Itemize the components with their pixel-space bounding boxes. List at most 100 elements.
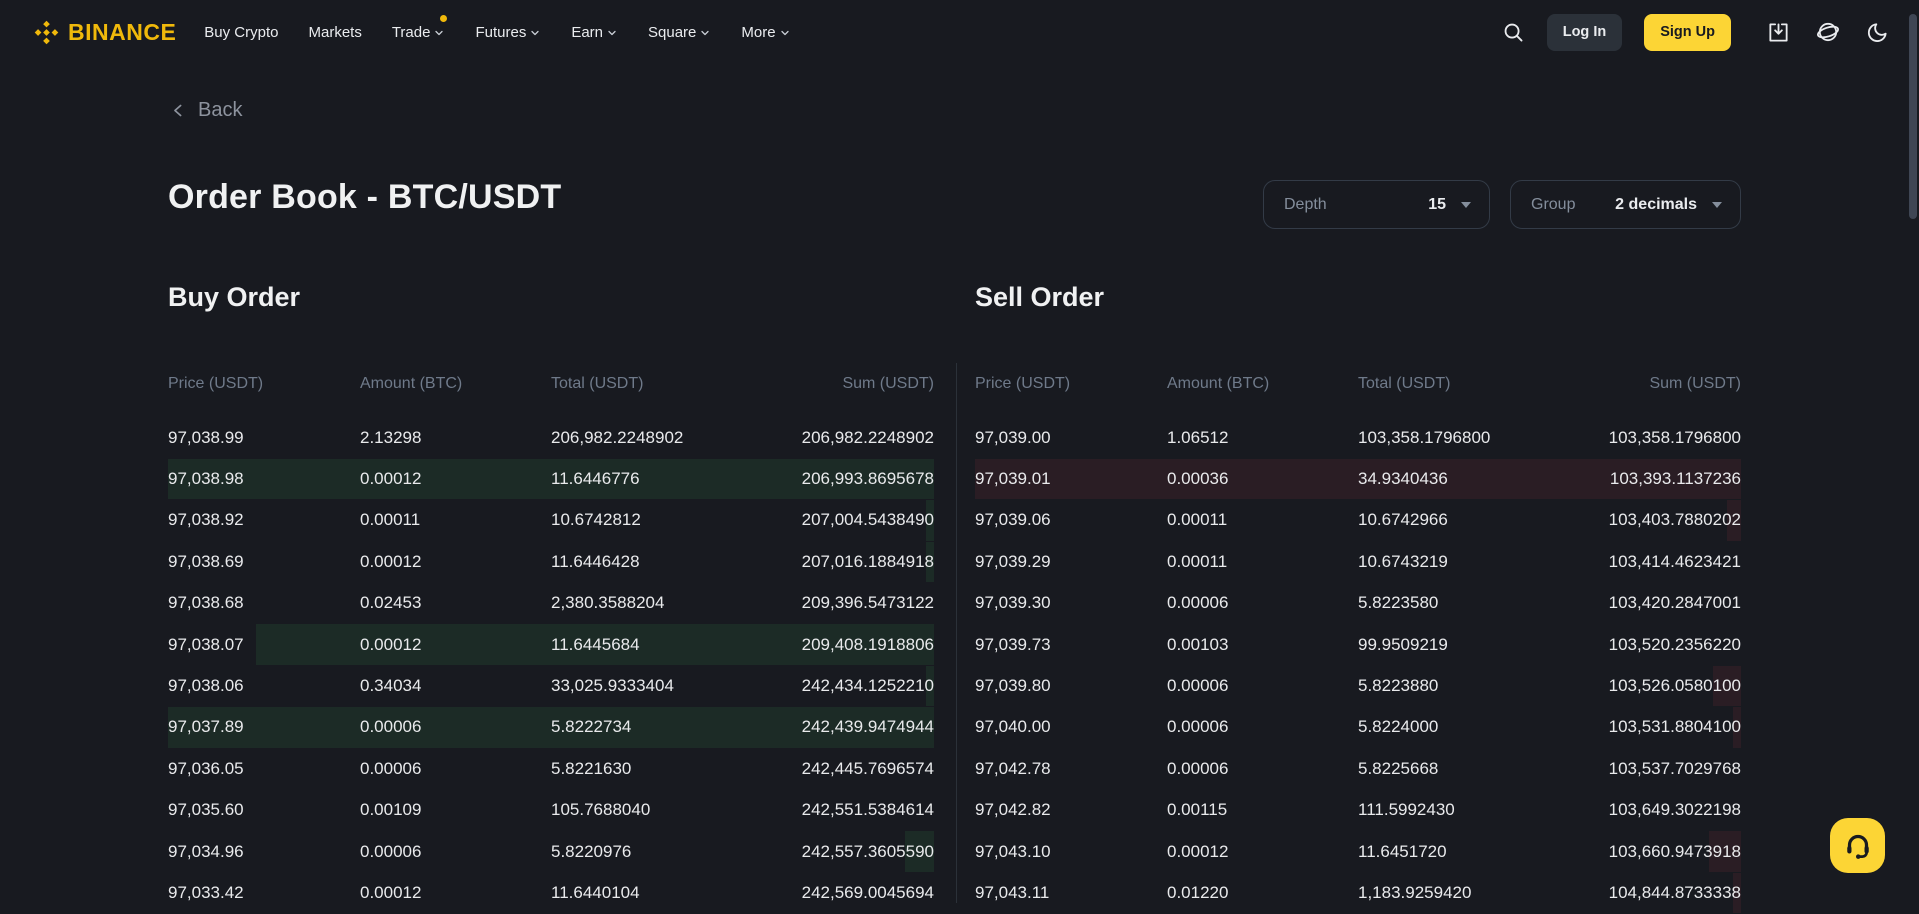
buy-order-row: 97,035.60 0.00109 105.7688040 242,551.53846… (168, 790, 934, 831)
buy-order-row: 97,036.05 0.00006 5.8221630 242,445.7696574 (168, 748, 934, 789)
chevron-down-icon (608, 30, 616, 36)
price-cell: 97,040.00 (975, 717, 1051, 737)
sell-table-rows: 97,039.00 1.06512 103,358.1796800 103,358.1… (975, 417, 1741, 914)
top-nav: BINANCE Buy Crypto Markets Trade Futures… (0, 0, 1919, 64)
total-cell: 11.6440104 (551, 882, 640, 902)
nav-item-label: Earn (571, 23, 604, 41)
headset-icon (1843, 831, 1873, 861)
sell-order-table: Price (USDT) Amount (BTC) Total (USDT) S… (975, 372, 1741, 914)
amount-cell: 0.00011 (1167, 551, 1228, 571)
sum-cell: 209,396.5473122 (801, 593, 934, 613)
group-select[interactable]: Group 2 decimals (1510, 180, 1741, 229)
back-link[interactable]: Back (170, 99, 242, 122)
sum-cell: 103,393.1137236 (1609, 469, 1741, 489)
amount-cell: 0.00012 (360, 469, 422, 489)
chevron-left-icon (174, 104, 182, 117)
sum-cell: 207,016.1884918 (801, 551, 934, 571)
price-cell: 97,038.99 (168, 427, 244, 447)
depth-value: 15 (1428, 195, 1446, 213)
amount-cell: 0.00006 (1167, 676, 1229, 696)
nav-item-label: Markets (308, 23, 362, 41)
total-header: Total (USDT) (551, 375, 644, 392)
nav-item-earn[interactable]: Earn (571, 24, 618, 41)
sell-order-row: 97,039.06 0.00011 10.6742966 103,403.788020… (975, 500, 1741, 541)
price-cell: 97,036.05 (168, 758, 244, 778)
sell-order-row: 97,039.80 0.00006 5.8223880 103,526.0580100 (975, 665, 1741, 707)
sum-cell: 242,551.5384614 (801, 800, 934, 820)
login-button[interactable]: Log In (1546, 13, 1623, 51)
price-cell: 97,038.68 (168, 593, 244, 613)
buy-order-row: 97,033.42 0.00012 11.6440104 242,569.004569… (168, 872, 934, 913)
download-app-icon[interactable] (1767, 21, 1790, 44)
amount-cell: 0.01220 (1167, 882, 1229, 902)
sum-cell: 209,408.1918806 (801, 634, 934, 654)
depth-bar (926, 541, 934, 583)
amount-cell: 0.34034 (360, 676, 422, 696)
nav-item-buy-crypto[interactable]: Buy Crypto (204, 24, 278, 41)
nav-item-label: More (741, 23, 776, 41)
total-cell: 2,380.3588204 (551, 593, 665, 613)
table-divider (956, 363, 957, 903)
sell-order-row: 97,039.29 0.00011 10.6743219 103,414.462342… (975, 541, 1741, 582)
depth-select[interactable]: Depth 15 (1263, 180, 1490, 229)
amount-cell: 0.00011 (360, 510, 421, 530)
chevron-down-icon (780, 30, 789, 36)
binance-diamond-icon (33, 19, 60, 46)
price-cell: 97,043.11 (975, 882, 1050, 902)
buy-order-row: 97,038.92 0.00011 10.6742812 207,004.543849… (168, 500, 934, 541)
price-cell: 97,043.10 (975, 841, 1051, 861)
total-cell: 33,025.9333404 (551, 676, 674, 696)
price-cell: 97,042.78 (975, 758, 1051, 778)
binance-logo[interactable]: BINANCE (33, 19, 176, 46)
search-icon[interactable] (1502, 21, 1525, 44)
depth-bar (975, 458, 1741, 500)
buy-order-row: 97,034.96 0.00006 5.8220976 242,557.3605590 (168, 831, 934, 872)
depth-bar (168, 707, 934, 748)
support-chat-button[interactable] (1830, 818, 1885, 873)
group-label: Group (1531, 195, 1576, 213)
nav-item-trade[interactable]: Trade (392, 14, 448, 41)
buy-order-row: 97,038.68 0.02453 2,380.3588204 209,396.547… (168, 583, 934, 624)
nav-item-square[interactable]: Square (648, 24, 711, 41)
total-cell: 5.8222734 (551, 717, 632, 737)
depth-bar (1712, 665, 1741, 707)
moon-icon[interactable] (1866, 21, 1889, 44)
notification-dot (440, 14, 448, 22)
amount-cell: 0.00103 (1167, 634, 1229, 654)
sum-cell: 103,660.9473918 (1608, 841, 1741, 861)
price-cell: 97,033.42 (168, 882, 244, 902)
depth-bar (1708, 831, 1741, 872)
sum-cell: 103,414.4623421 (1608, 551, 1741, 571)
amount-cell: 0.00012 (360, 882, 422, 902)
nav-icon-group (1767, 20, 1889, 44)
scrollbar-thumb[interactable] (1909, 14, 1917, 219)
nav-item-more[interactable]: More (741, 24, 790, 41)
price-cell: 97,034.96 (168, 841, 244, 861)
total-header: Total (USDT) (1358, 375, 1451, 392)
nav-item-futures[interactable]: Futures (475, 24, 541, 41)
amount-cell: 0.00006 (360, 841, 422, 861)
amount-header: Amount (BTC) (1167, 375, 1270, 392)
nav-item-label: Buy Crypto (204, 23, 279, 41)
amount-cell: 0.00011 (1167, 510, 1228, 530)
amount-cell: 1.06512 (1167, 427, 1229, 447)
sum-cell: 242,557.3605590 (801, 841, 934, 861)
buy-order-row: 97,037.89 0.00006 5.8222734 242,439.9474944 (168, 707, 934, 748)
total-cell: 10.6742812 (551, 510, 641, 530)
sum-cell: 103,531.8804100 (1608, 717, 1741, 737)
amount-cell: 0.00006 (1167, 593, 1229, 613)
nav-item-markets[interactable]: Markets (308, 24, 361, 41)
buy-order-row: 97,038.69 0.00012 11.6446428 207,016.188491… (168, 541, 934, 583)
signup-button[interactable]: Sign Up (1644, 13, 1731, 51)
globe-icon[interactable] (1816, 20, 1840, 44)
sum-cell: 242,439.9474944 (801, 717, 934, 737)
chevron-down-icon (531, 30, 539, 36)
total-cell: 105.7688040 (551, 800, 651, 820)
sell-order-row: 97,039.01 0.00036 34.9340436 103,393.113723… (975, 458, 1741, 500)
price-header: Price (USDT) (168, 375, 264, 392)
amount-header: Amount (BTC) (360, 375, 463, 392)
sum-cell: 242,569.0045694 (801, 882, 934, 902)
back-label: Back (198, 99, 243, 121)
total-cell: 99.9509219 (1358, 634, 1448, 654)
depth-bar (168, 458, 934, 500)
